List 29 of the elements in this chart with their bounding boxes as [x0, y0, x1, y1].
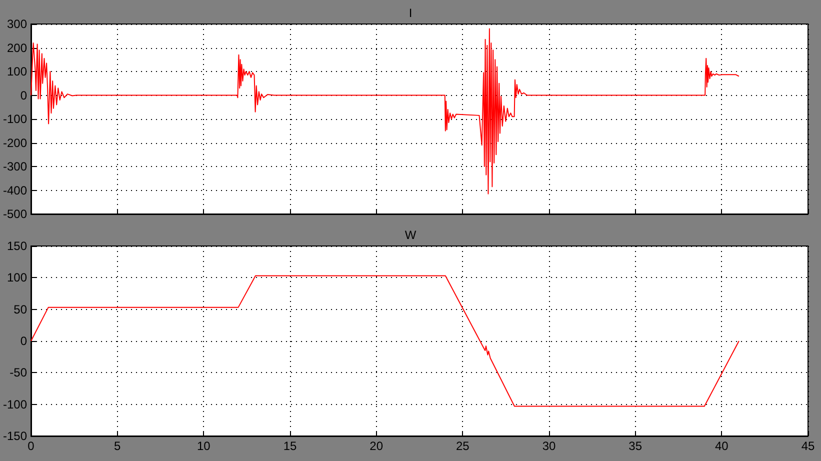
- x-tick-label: 10: [197, 439, 211, 453]
- x-tick-label: 15: [283, 439, 298, 453]
- chart-title: I: [408, 6, 412, 20]
- x-tick-label: 25: [456, 439, 470, 453]
- x-tick-label: 45: [801, 439, 815, 453]
- y-tick-label: -50: [10, 366, 28, 380]
- x-tick-label: 5: [114, 439, 122, 453]
- y-tick-label: 50: [14, 302, 28, 316]
- x-tick-label: 30: [542, 439, 556, 453]
- line-series: [30, 275, 740, 407]
- y-tick-label: -300: [2, 160, 28, 174]
- y-tick-label: -400: [2, 183, 28, 198]
- y-tick-label: -150: [2, 429, 28, 443]
- line-series: [30, 28, 740, 194]
- y-tick-label: 300: [6, 17, 28, 31]
- y-tick-label: 150: [6, 239, 28, 253]
- chart-title: W: [404, 228, 417, 242]
- x-tick-label: 40: [714, 439, 729, 453]
- y-tick-label: 100: [6, 64, 28, 78]
- y-tick-label: -500: [2, 207, 28, 221]
- y-tick-label: 100: [6, 270, 28, 285]
- y-tick-label: 200: [6, 40, 28, 55]
- y-tick-label: -100: [2, 112, 28, 126]
- y-tick-label: -200: [2, 136, 28, 150]
- x-tick-label: 35: [628, 439, 642, 453]
- y-tick-label: 0: [20, 88, 28, 102]
- y-tick-label: 0: [20, 334, 28, 348]
- y-tick-label: -100: [2, 397, 28, 412]
- x-tick-label: 20: [370, 439, 384, 453]
